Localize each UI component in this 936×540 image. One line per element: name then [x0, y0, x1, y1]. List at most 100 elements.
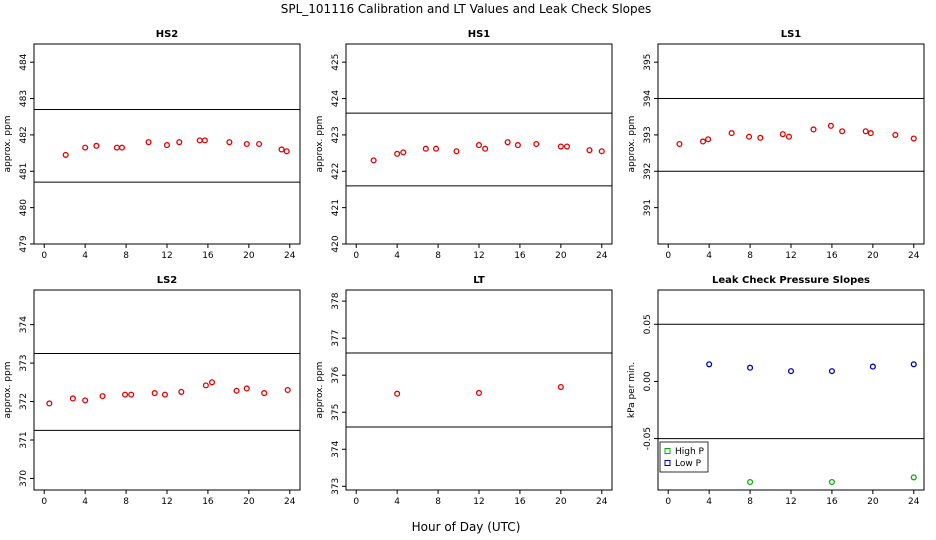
x-tick-label: 4: [82, 497, 88, 507]
data-point: [284, 386, 291, 394]
data-point: [706, 361, 713, 368]
panel-3: LS1 0 4 8 12 16 20 24 391 392 393 394 395 approx. ppm: [627, 29, 925, 261]
data-point: [113, 144, 120, 151]
x-tick-label: 24: [284, 497, 296, 507]
data-point: [862, 128, 869, 135]
y-tick-label: 373: [331, 478, 341, 495]
data-point: [746, 133, 753, 140]
y-tick-label: 479: [19, 235, 29, 252]
data-point: [243, 385, 250, 392]
data-point: [705, 136, 712, 143]
y-tick-label: 373: [19, 354, 29, 371]
x-tick-label: 24: [284, 251, 296, 261]
x-tick-label: 4: [706, 251, 712, 261]
data-point: [747, 364, 754, 371]
y-tick-label: 422: [331, 163, 341, 180]
x-tick-label: 0: [665, 251, 671, 261]
x-tick-label: 24: [908, 497, 920, 507]
legend-swatch: [664, 460, 671, 466]
data-point: [82, 397, 89, 404]
y-tick-label: 480: [19, 199, 29, 216]
data-point: [422, 145, 429, 152]
panel-title: LS2: [157, 275, 178, 286]
data-point: [99, 393, 106, 400]
plot-frame: [33, 43, 301, 245]
data-point: [151, 390, 158, 397]
x-tick-label: 12: [785, 497, 796, 507]
x-tick-label: 12: [473, 497, 484, 507]
data-point: [827, 122, 834, 129]
data-point: [757, 134, 764, 141]
legend-label: High P: [675, 447, 705, 457]
x-tick-label: 24: [596, 497, 608, 507]
y-tick-label: 374: [331, 440, 341, 457]
data-point: [196, 137, 203, 144]
data-point: [145, 139, 152, 146]
data-point: [432, 145, 440, 152]
data-point: [256, 140, 263, 148]
data-point: [747, 478, 754, 486]
y-tick-label: 370: [19, 470, 29, 487]
y-tick-label: 371: [19, 431, 29, 448]
y-tick-label: 420: [331, 235, 341, 252]
data-point: [586, 147, 593, 154]
data-point: [785, 133, 793, 140]
y-axis-label: approx. ppm: [3, 116, 13, 173]
data-point: [828, 368, 835, 375]
y-tick-label: 0.05: [643, 314, 653, 334]
data-point: [557, 383, 564, 391]
x-tick-label: 0: [353, 497, 359, 507]
y-tick-label: 394: [643, 90, 653, 107]
x-tick-label: 8: [123, 497, 129, 507]
legend-swatch: [664, 448, 671, 454]
data-point: [176, 139, 183, 146]
x-tick-label: 12: [161, 251, 172, 261]
y-axis-label: approx. ppm: [315, 116, 325, 173]
data-point: [728, 130, 735, 137]
plot-frame: [657, 43, 925, 245]
y-tick-label: 483: [19, 90, 29, 107]
plot-frame: [33, 289, 301, 491]
x-tick-label: 0: [353, 251, 359, 261]
x-tick-label: 8: [747, 497, 753, 507]
data-point: [892, 131, 899, 138]
figure-x-axis-label: Hour of Day (UTC): [412, 520, 521, 534]
data-point: [261, 390, 268, 397]
data-point: [475, 389, 483, 397]
data-point: [453, 148, 460, 155]
y-tick-label: 378: [331, 292, 341, 309]
panel-6: Leak Check Pressure Slopes 0 4 8 12 16 20 24 -0.…: [627, 275, 925, 507]
y-axis-label: approx. ppm: [315, 362, 325, 419]
data-point: [163, 142, 171, 149]
data-point: [283, 148, 290, 155]
data-point: [62, 151, 69, 158]
y-tick-label: 392: [643, 163, 653, 180]
data-point: [910, 361, 917, 368]
data-point: [514, 142, 521, 149]
data-point: [699, 138, 707, 145]
x-tick-label: 12: [473, 251, 484, 261]
x-tick-label: 16: [826, 251, 838, 261]
x-tick-label: 12: [161, 497, 172, 507]
data-point: [910, 135, 917, 142]
data-point: [93, 142, 100, 149]
y-tick-label: 393: [643, 126, 653, 143]
data-point: [370, 157, 377, 164]
x-tick-label: 16: [826, 497, 838, 507]
data-point: [201, 137, 208, 144]
y-tick-label: 0.00: [643, 371, 653, 391]
data-point: [118, 144, 126, 151]
x-tick-label: 0: [665, 497, 671, 507]
panel-title: LS1: [781, 29, 802, 40]
x-tick-label: 8: [435, 497, 441, 507]
y-tick-label: 374: [19, 316, 29, 333]
data-point: [69, 395, 76, 402]
y-tick-label: 375: [331, 404, 341, 421]
x-tick-label: 0: [41, 251, 47, 261]
y-tick-label: 482: [19, 126, 29, 143]
data-point: [128, 391, 135, 398]
y-tick-label: 372: [19, 393, 29, 410]
legend-label: Low P: [675, 459, 702, 469]
